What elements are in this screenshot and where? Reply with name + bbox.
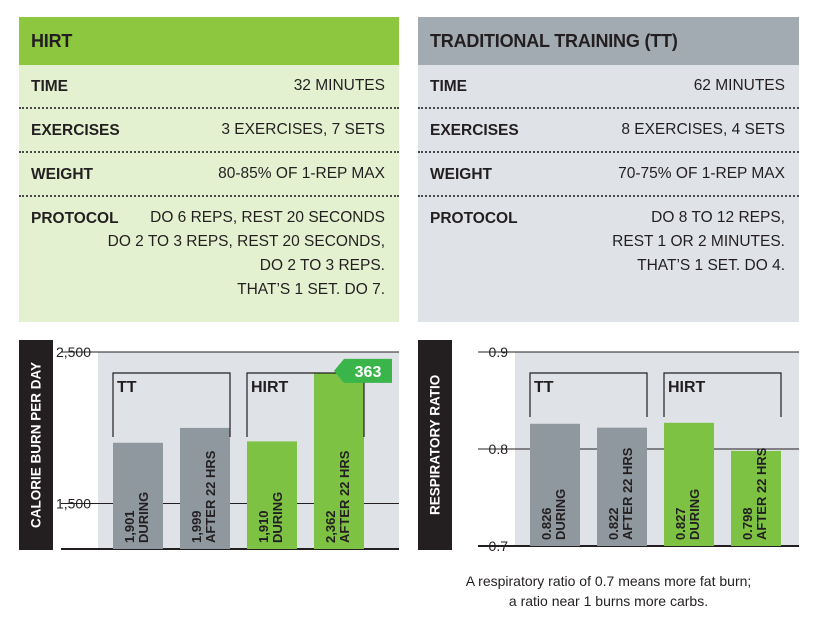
hirt-exercises-value-line: 3 EXERCISES, 7 SETS	[221, 121, 385, 138]
bar-value-label: 1,901	[122, 510, 137, 543]
bar-category-label: DURING	[553, 489, 568, 540]
tt-protocol-line: THAT’S 1 SET. DO 4.	[637, 257, 785, 274]
tt-panel: TRADITIONAL TRAINING (TT) TIME 62 MINUTE…	[418, 17, 799, 322]
group-label: HIRT	[251, 379, 289, 396]
hirt-time-value-line: 32 MINUTES	[293, 77, 385, 94]
bar-tt-after	[597, 427, 647, 546]
tt-time-label: TIME	[430, 78, 468, 95]
hirt-exercises-label: EXERCISES	[31, 122, 120, 139]
y-tick-label: 2,500	[56, 344, 91, 360]
tt-exercises-label: EXERCISES	[430, 122, 519, 139]
caption-line: A respiratory ratio of 0.7 means more fa…	[465, 573, 752, 589]
tt-protocol-value: DO 8 TO 12 REPS, REST 1 OR 2 MINUTES. TH…	[612, 206, 785, 278]
tt-panel-body: TIME 62 MINUTES EXERCISES 8 EXERCISES, 4…	[418, 65, 799, 322]
group-bracket	[112, 372, 231, 437]
tt-weight-value-line: 70-75% OF 1-REP MAX	[618, 165, 785, 182]
calorie-chart: CALORIE BURN PER DAY 2,500 1,500 1,901 DURI…	[19, 330, 399, 570]
bar-value-label: 0.826	[539, 507, 554, 540]
bar-tt-after	[180, 427, 230, 549]
bar-tt-during	[530, 423, 580, 546]
group-label: HIRT	[668, 379, 706, 396]
bar-value-label: 1,910	[256, 510, 271, 543]
hirt-panel-body: TIME 32 MINUTES EXERCISES 3 EXERCISES, 7…	[19, 65, 399, 322]
y-tick-label: 0.8	[489, 441, 509, 457]
bar-hirt-after	[731, 450, 781, 546]
group-bracket	[246, 372, 365, 437]
bar-category-label: AFTER 22 HRS	[754, 447, 769, 540]
hirt-weight-value: 80-85% OF 1-REP MAX	[218, 162, 385, 186]
bar-category-label: DURING	[136, 492, 151, 543]
group-label: TT	[117, 379, 137, 396]
bar-value-label: 0.827	[673, 507, 688, 540]
tt-row-weight: WEIGHT 70-75% OF 1-REP MAX	[418, 153, 799, 197]
bar-value-label: 1,999	[189, 510, 204, 543]
hirt-row-weight: WEIGHT 80-85% OF 1-REP MAX	[19, 153, 399, 197]
tt-row-exercises: EXERCISES 8 EXERCISES, 4 SETS	[418, 109, 799, 153]
hirt-protocol-label: PROTOCOL	[31, 210, 119, 227]
group-bracket	[529, 372, 648, 417]
hirt-weight-label: WEIGHT	[31, 166, 93, 183]
hirt-exercises-value: 3 EXERCISES, 7 SETS	[221, 118, 385, 142]
hirt-protocol-line: DO 6 REPS, REST 20 SECONDS	[150, 209, 385, 226]
respiratory-chart: RESPIRATORY RATIO 0.9 0.8 0.7 0.826 DURING 0.…	[418, 330, 799, 570]
bar-hirt-during	[247, 441, 297, 549]
hirt-protocol-value: DO 6 REPS, REST 20 SECONDS DO 2 TO 3 REP…	[108, 206, 385, 302]
hirt-row-time: TIME 32 MINUTES	[19, 65, 399, 109]
hirt-panel-title: HIRT	[19, 17, 399, 65]
tt-row-time: TIME 62 MINUTES	[418, 65, 799, 109]
bar-category-label: DURING	[687, 489, 702, 540]
hirt-protocol-line: DO 2 TO 3 REPS, REST 20 SECONDS,	[107, 233, 385, 250]
caption-line: a ratio near 1 burns more carbs.	[508, 593, 709, 609]
bar-hirt-during	[664, 422, 714, 546]
bar-value-label: 0.822	[606, 507, 621, 540]
tt-panel-title: TRADITIONAL TRAINING (TT)	[418, 17, 799, 65]
tt-weight-label: WEIGHT	[430, 166, 492, 183]
hirt-protocol-line: THAT’S 1 SET. DO 7.	[237, 281, 385, 298]
bar-category-label: AFTER 22 HRS	[620, 447, 635, 540]
bar-value-label: 0.798	[740, 507, 755, 540]
callout-value: 363	[355, 364, 382, 381]
hirt-row-exercises: EXERCISES 3 EXERCISES, 7 SETS	[19, 109, 399, 153]
bar-hirt-after	[314, 372, 364, 549]
bar-tt-during	[113, 442, 163, 549]
y-tick-label: 0.9	[489, 344, 509, 360]
respiratory-caption: A respiratory ratio of 0.7 means more fa…	[418, 571, 799, 611]
tt-protocol-line: REST 1 OR 2 MINUTES.	[612, 233, 785, 250]
hirt-time-value: 32 MINUTES	[294, 74, 385, 98]
tt-exercises-value-line: 8 EXERCISES, 4 SETS	[621, 121, 785, 138]
tt-weight-value: 70-75% OF 1-REP MAX	[618, 162, 785, 186]
group-bracket	[663, 372, 782, 417]
hirt-panel: HIRT TIME 32 MINUTES EXERCISES 3 EXERCIS…	[19, 17, 399, 322]
bar-category-label: DURING	[270, 492, 285, 543]
tt-exercises-value: 8 EXERCISES, 4 SETS	[621, 118, 785, 142]
hirt-protocol-line: DO 2 TO 3 REPS.	[259, 257, 385, 274]
tt-protocol-label: PROTOCOL	[430, 210, 518, 227]
bar-category-label: AFTER 22 HRS	[337, 450, 352, 543]
tt-protocol-line: DO 8 TO 12 REPS,	[651, 209, 785, 226]
callout-badge	[334, 358, 392, 383]
hirt-time-label: TIME	[31, 78, 69, 95]
tt-time-value-line: 62 MINUTES	[693, 77, 785, 94]
respiratory-chart-svg: 0.90.80.70.826 DURING 0.822 AFTER 22 HRSTT0…	[478, 344, 799, 554]
group-label: TT	[534, 379, 554, 396]
tt-time-value: 62 MINUTES	[694, 74, 785, 98]
y-tick-label: 1,500	[56, 496, 91, 512]
tt-row-protocol: PROTOCOL DO 8 TO 12 REPS, REST 1 OR 2 MI…	[418, 197, 799, 322]
hirt-weight-value-line: 80-85% OF 1-REP MAX	[218, 165, 385, 182]
bar-value-label: 2,362	[323, 510, 338, 543]
hirt-row-protocol: PROTOCOL DO 6 REPS, REST 20 SECONDS DO 2…	[19, 197, 399, 322]
bar-category-label: AFTER 22 HRS	[203, 450, 218, 543]
